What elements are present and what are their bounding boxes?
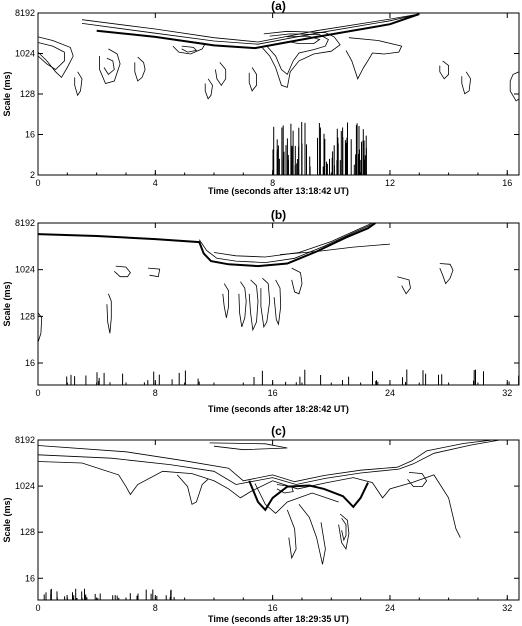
contour-line: [106, 293, 112, 334]
x-axis-label: Time (seconds after 18:29:35 UT): [208, 614, 349, 624]
contour-line: [338, 513, 350, 551]
contour-line: [176, 474, 209, 505]
contour-line: [266, 33, 329, 76]
contour-line: [147, 267, 161, 278]
x-tick-label: 32: [502, 603, 512, 613]
x-tick-label: 0: [35, 388, 40, 398]
contour-line: [181, 45, 198, 53]
contour-line: [345, 37, 403, 80]
panel-a: (a) 0 4 8 12 16 2 16 128 1024 8192 Time (seconds af…: [2, 0, 520, 196]
contour-line: [286, 509, 297, 560]
x-tick-label: 8: [153, 388, 158, 398]
contour-line: [397, 276, 411, 295]
y-tick-label: 1024: [15, 265, 35, 275]
y-tick-label: 128: [20, 527, 35, 537]
y-tick-label: 8192: [15, 218, 35, 228]
contour-line: [248, 279, 259, 332]
contour-line: [260, 277, 271, 329]
contour-line: [287, 35, 321, 44]
plot-frame: [37, 439, 520, 601]
y-tick-label: 16: [25, 130, 35, 140]
contour-line: [172, 39, 206, 55]
x-tick-label: 0: [35, 603, 40, 613]
contour-line: [254, 483, 339, 514]
x-tick-label: 24: [385, 388, 395, 398]
contour-line: [103, 57, 115, 75]
contour-line: [298, 504, 326, 565]
contour-line: [209, 442, 288, 451]
x-tick-label: 16: [268, 603, 278, 613]
contour-line: [215, 62, 227, 87]
y-tick-label: 128: [20, 89, 35, 99]
y-tick-label: 1024: [15, 49, 35, 59]
contour-line: [134, 56, 146, 82]
contour-line: [213, 223, 373, 258]
contour-line: [276, 484, 294, 494]
plot-frame: [37, 222, 520, 386]
panel-c: (c) 0 8 16 24 32 16 128 1024 8192 Time (seconds af…: [2, 424, 520, 624]
contour-line: [96, 13, 420, 50]
x-tick-label: 4: [153, 178, 158, 188]
contour-line: [341, 517, 347, 542]
contour-line: [38, 461, 461, 538]
contour-line: [81, 13, 420, 45]
plot-area: [38, 13, 519, 175]
contour-line: [198, 223, 376, 264]
contour-line: [38, 440, 493, 483]
y-tick-label: 8192: [15, 8, 35, 18]
contour-line: [38, 312, 43, 343]
contour-line: [38, 42, 65, 71]
contour-line: [461, 71, 472, 95]
contour-line: [114, 265, 131, 278]
contour-line: [81, 13, 420, 43]
contour-line: [439, 263, 454, 285]
contour-line: [291, 267, 303, 295]
y-tick-label: 16: [25, 573, 35, 583]
y-tick-label: 8192: [15, 435, 35, 445]
contour-line: [204, 78, 213, 100]
contour-line: [273, 279, 282, 326]
panel-title: (a): [271, 0, 286, 13]
contour-line: [99, 48, 121, 84]
panel-b: (b) 0 8 16 24 32 16 128 1024 8192 Time (seconds af…: [2, 208, 520, 414]
x-tick-label: 8: [153, 603, 158, 613]
contour-line: [248, 480, 369, 512]
y-tick-label: 1024: [15, 481, 35, 491]
y-tick-label: 128: [20, 311, 35, 321]
contour-line: [222, 283, 230, 318]
x-tick-label: 12: [385, 178, 395, 188]
x-tick-label: 24: [385, 603, 395, 613]
contour-line: [74, 71, 83, 97]
contour-line: [248, 67, 257, 92]
x-axis-label: Time (seconds after 18:28:42 UT): [208, 404, 349, 414]
x-tick-label: 16: [268, 388, 278, 398]
panel-title: (c): [271, 424, 286, 438]
x-axis-label: Time (seconds after 13:18:42 UT): [208, 186, 349, 196]
x-tick-label: 16: [502, 178, 512, 188]
contour-line: [38, 223, 376, 268]
x-tick-label: 32: [502, 388, 512, 398]
contour-line: [439, 60, 450, 80]
contour-line: [260, 30, 341, 88]
y-axis-label: Scale (ms): [2, 71, 12, 116]
contour-line: [38, 36, 74, 79]
y-tick-label: 2: [30, 170, 35, 180]
contour-line: [509, 71, 519, 102]
panel-title: (b): [271, 208, 286, 222]
y-axis-label: Scale (ms): [2, 281, 12, 326]
contour-line: [279, 243, 391, 255]
y-tick-label: 16: [25, 358, 35, 368]
x-tick-label: 0: [35, 178, 40, 188]
plot-area: [38, 223, 519, 385]
x-tick-label: 8: [270, 178, 275, 188]
y-axis-label: Scale (ms): [2, 497, 12, 542]
contour-line: [38, 440, 500, 485]
contour-line: [238, 281, 247, 328]
plot-area: [38, 440, 500, 600]
contour-line: [407, 472, 428, 488]
